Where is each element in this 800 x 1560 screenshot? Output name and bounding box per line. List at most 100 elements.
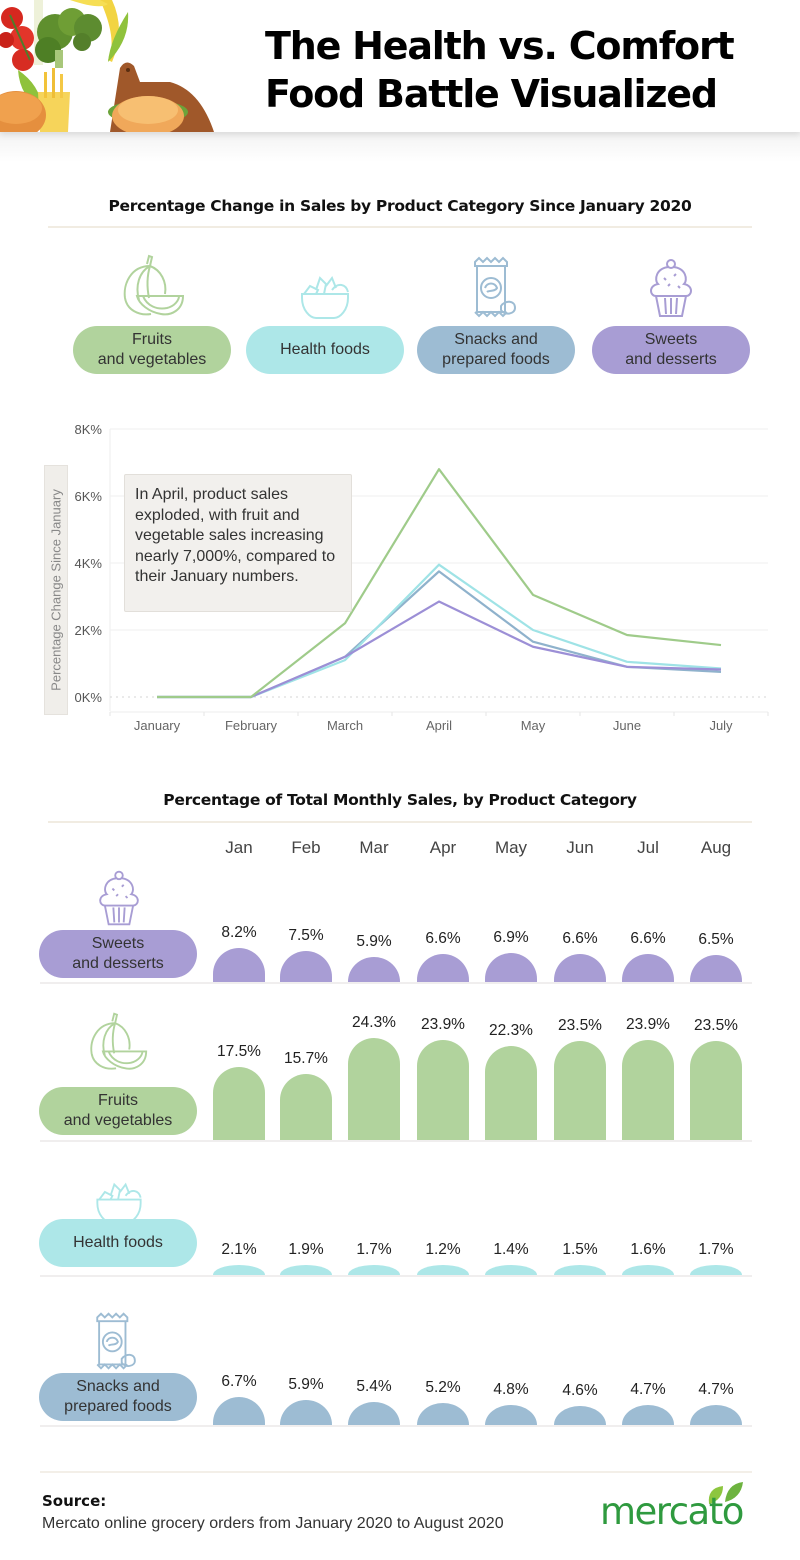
bar-value-label: 23.9% bbox=[626, 1015, 670, 1033]
salad-bowl-icon bbox=[96, 1182, 142, 1224]
leaf-icon bbox=[708, 1482, 743, 1504]
month-header: Mar bbox=[359, 838, 389, 857]
bar-value-label: 6.6% bbox=[425, 930, 461, 948]
line-chart-title: Percentage Change in Sales by Product Ca… bbox=[108, 197, 692, 215]
bar-value-label: 5.2% bbox=[425, 1379, 461, 1397]
y-axis-label-box bbox=[44, 465, 68, 715]
bar-value-label: 1.6% bbox=[630, 1241, 666, 1258]
bar-value-label: 8.2% bbox=[221, 923, 257, 941]
bar-health bbox=[485, 1265, 537, 1275]
bar-sweets bbox=[348, 957, 400, 982]
bar-value-label: 1.4% bbox=[493, 1241, 529, 1258]
logo-text: mercato bbox=[600, 1490, 744, 1533]
salad-bowl-icon bbox=[301, 275, 349, 319]
row-pill-health: Health foods bbox=[39, 1219, 197, 1267]
bar-value-label: 6.6% bbox=[562, 930, 598, 948]
month-header: Feb bbox=[291, 838, 321, 857]
row-pill-snacks: Snacks and prepared foods bbox=[39, 1373, 197, 1421]
mercato-logo[interactable]: mercato bbox=[600, 1480, 760, 1536]
cupcake-icon bbox=[99, 870, 139, 926]
line-chart: 0K% 2K% 4K% 6K% 8K% January February March April… bbox=[75, 422, 769, 733]
y-axis-label: Percentage Change Since January bbox=[48, 489, 64, 691]
bar-value-label: 1.5% bbox=[562, 1241, 598, 1258]
bar-snacks bbox=[622, 1405, 674, 1425]
bar-value-label: 17.5% bbox=[217, 1042, 261, 1060]
page-title: The Health vs. Comfort Food Battle Visua… bbox=[265, 22, 745, 118]
x-tick-label: July bbox=[709, 718, 733, 733]
bar-sweets bbox=[213, 947, 265, 982]
bar-health bbox=[417, 1265, 469, 1275]
header-shadow bbox=[0, 132, 800, 162]
bar-sweets bbox=[417, 954, 469, 982]
series-line-sweets bbox=[157, 600, 722, 699]
bar-fruits bbox=[417, 1039, 469, 1140]
bar-value-label: 6.5% bbox=[698, 930, 734, 948]
chips-bag-icon bbox=[96, 1312, 136, 1370]
x-tick-label: April bbox=[426, 718, 452, 733]
legend-pill-fruits: Fruits and vegetables bbox=[73, 326, 231, 374]
bar-value-label: 4.7% bbox=[698, 1381, 734, 1399]
melon-icon bbox=[90, 1012, 148, 1070]
month-header: Jul bbox=[637, 838, 659, 857]
bar-fruits bbox=[348, 1037, 400, 1140]
bar-value-label: 5.4% bbox=[356, 1378, 392, 1396]
title-line-1: The Health vs. Comfort bbox=[265, 24, 735, 68]
bar-chart-divider bbox=[48, 821, 752, 823]
month-header: Jun bbox=[566, 838, 594, 857]
bar-value-label: 5.9% bbox=[356, 933, 392, 951]
bar-chart-title: Percentage of Total Monthly Sales, by Pr… bbox=[163, 791, 637, 809]
bar-fruits bbox=[280, 1074, 332, 1140]
month-header: Jan bbox=[225, 838, 253, 857]
bar-health bbox=[348, 1265, 400, 1275]
bar-value-label: 4.6% bbox=[562, 1381, 598, 1399]
x-tick-label: January bbox=[134, 718, 181, 733]
x-tick-label: March bbox=[327, 718, 363, 733]
bar-fruits bbox=[622, 1039, 674, 1140]
bar-value-label: 1.7% bbox=[698, 1241, 734, 1258]
row-pill-sweets: Sweets and desserts bbox=[39, 930, 197, 978]
bar-snacks bbox=[690, 1405, 742, 1425]
bar-value-label: 1.2% bbox=[425, 1241, 461, 1258]
bar-sweets bbox=[280, 950, 332, 982]
melon-icon bbox=[123, 254, 185, 316]
bar-health bbox=[622, 1265, 674, 1275]
x-tick-label: May bbox=[521, 718, 546, 733]
legend-pill-sweets: Sweets and desserts bbox=[592, 326, 750, 374]
bar-sweets bbox=[485, 953, 537, 982]
bar-value-label: 22.3% bbox=[489, 1022, 533, 1040]
legend-pill-health: Health foods bbox=[246, 326, 404, 374]
cupcake-icon bbox=[650, 259, 692, 317]
bar-value-label: 7.5% bbox=[288, 926, 324, 944]
bar-health bbox=[213, 1265, 265, 1275]
bar-fruits bbox=[485, 1046, 537, 1140]
bar-value-label: 5.9% bbox=[288, 1376, 324, 1394]
month-header: Aug bbox=[700, 838, 732, 857]
bar-value-label: 6.9% bbox=[493, 929, 529, 947]
row-baseline-snacks bbox=[40, 1425, 752, 1427]
bar-value-label: 24.3% bbox=[352, 1013, 396, 1031]
chart-annotation: In April, product sales exploded, with f… bbox=[124, 474, 352, 612]
bar-snacks bbox=[485, 1404, 537, 1425]
bar-value-label: 23.9% bbox=[421, 1015, 465, 1033]
x-tick-label: February bbox=[225, 718, 278, 733]
bar-snacks bbox=[417, 1403, 469, 1425]
y-tick-label: 8K% bbox=[75, 422, 103, 437]
header: The Health vs. Comfort Food Battle Visua… bbox=[0, 0, 800, 132]
bar-snacks bbox=[554, 1405, 606, 1425]
bar-snacks bbox=[280, 1400, 332, 1425]
bar-value-label: 6.7% bbox=[221, 1372, 257, 1390]
bar-snacks bbox=[348, 1402, 400, 1425]
title-line-2: Food Battle Visualized bbox=[265, 72, 718, 116]
bar-health bbox=[554, 1265, 606, 1275]
bar-value-label: 15.7% bbox=[284, 1050, 328, 1068]
row-baseline-health bbox=[40, 1275, 752, 1277]
row-baseline-fruits bbox=[40, 1140, 752, 1142]
source-title: Source: bbox=[42, 1492, 107, 1510]
month-header: Apr bbox=[429, 838, 457, 857]
bar-snacks bbox=[213, 1396, 265, 1425]
bar-sweets bbox=[690, 954, 742, 982]
source-text: Mercato online grocery orders from Janua… bbox=[42, 1515, 504, 1532]
bar-fruits bbox=[690, 1041, 742, 1140]
y-tick-label: 6K% bbox=[75, 489, 103, 504]
bar-value-label: 6.6% bbox=[630, 930, 666, 948]
